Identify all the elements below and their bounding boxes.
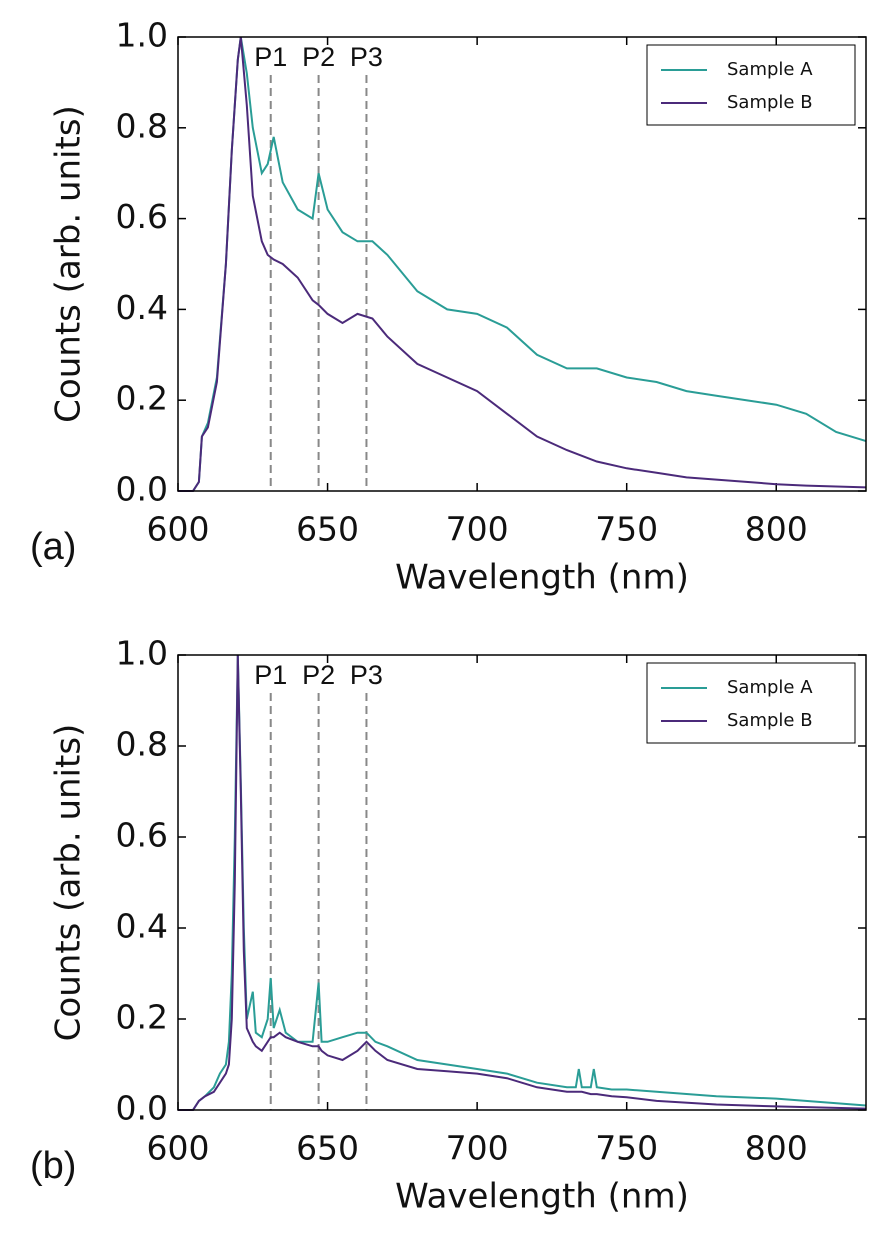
y-tick-label: 0.2 <box>116 998 168 1037</box>
marker-label: P3 <box>350 42 383 72</box>
y-tick-label: 0.0 <box>116 1089 168 1128</box>
panel-label: (a) <box>30 526 76 568</box>
x-tick-label: 800 <box>745 1129 808 1168</box>
y-tick-label: 0.4 <box>116 907 168 946</box>
marker-label: P2 <box>302 42 335 72</box>
legend-label: Sample B <box>727 710 813 731</box>
marker-label: P2 <box>302 660 335 690</box>
x-tick-label: 750 <box>595 510 658 549</box>
y-axis-label: Counts (arb. units) <box>49 724 89 1042</box>
legend-label: Sample A <box>727 59 813 80</box>
y-tick-label: 0.4 <box>116 288 168 327</box>
y-tick-label: 0.8 <box>116 725 168 764</box>
legend-box <box>646 662 856 744</box>
marker-label: P1 <box>254 660 287 690</box>
y-axis-label: Counts (arb. units) <box>49 105 89 423</box>
x-tick-label: 700 <box>446 1129 509 1168</box>
y-tick-label: 0.6 <box>116 816 168 855</box>
y-tick-label: 0.8 <box>116 106 168 145</box>
x-tick-label: 800 <box>745 510 808 549</box>
x-tick-label: 650 <box>296 510 359 549</box>
y-tick-label: 1.0 <box>116 16 168 55</box>
x-tick-label: 750 <box>595 1129 658 1168</box>
marker-label: P3 <box>350 660 383 690</box>
series-line <box>178 36 867 492</box>
y-tick-label: 1.0 <box>116 634 168 673</box>
plot-frame <box>177 36 867 492</box>
panel: 0.0 0.2 0.4 0.6 0.8 1.0 600 650 700 750 800 P1 P2 P3 S… <box>30 16 867 598</box>
x-axis-label: Wavelength (nm) <box>395 1177 689 1217</box>
marker-label: P1 <box>254 42 287 72</box>
x-axis-label: Wavelength (nm) <box>395 558 689 598</box>
legend-box <box>646 44 856 126</box>
x-tick-label: 600 <box>147 1129 210 1168</box>
panel: 0.0 0.2 0.4 0.6 0.8 1.0 600 650 700 750 800 P1 P2 P3 S… <box>30 634 867 1217</box>
x-tick-label: 600 <box>147 510 210 549</box>
series-line <box>178 654 867 1111</box>
panel-label: (b) <box>30 1145 76 1187</box>
legend-label: Sample B <box>727 92 813 113</box>
y-tick-label: 0.6 <box>116 197 168 236</box>
x-tick-label: 650 <box>296 1129 359 1168</box>
y-tick-label: 0.2 <box>116 379 168 418</box>
legend-label: Sample A <box>727 677 813 698</box>
y-tick-label: 0.0 <box>116 470 168 509</box>
x-tick-label: 700 <box>446 510 509 549</box>
plot-frame <box>177 654 867 1111</box>
